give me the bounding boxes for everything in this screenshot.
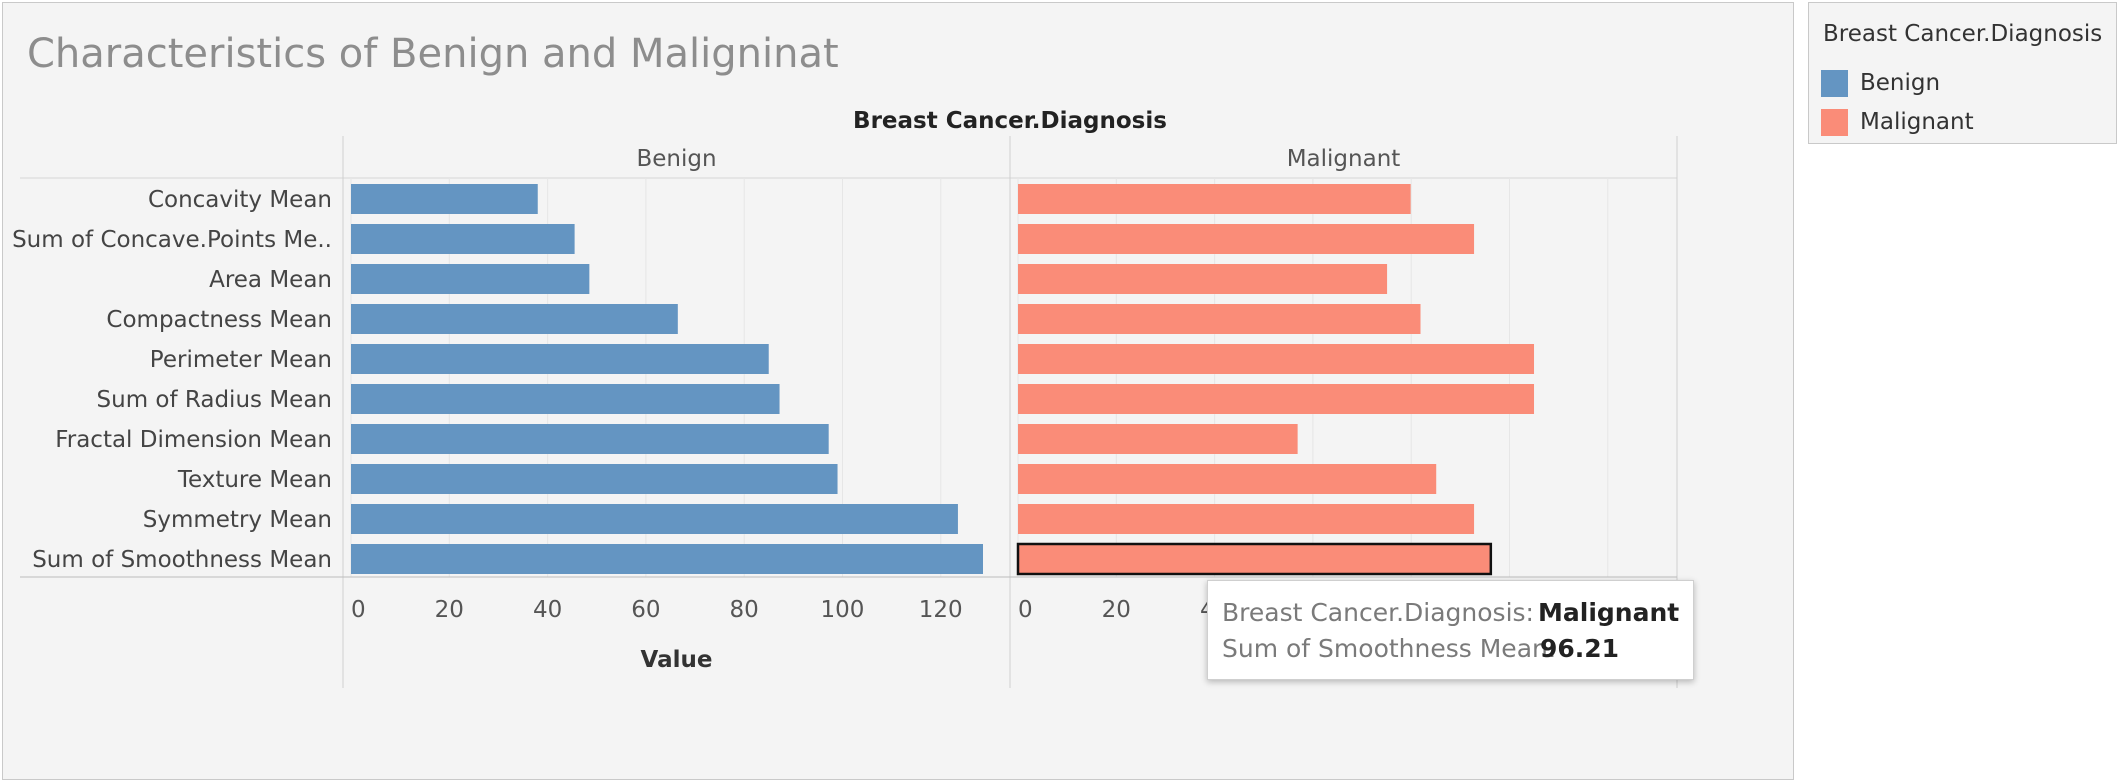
bar-malignant-8: [1018, 464, 1437, 494]
legend-title: Breast Cancer.Diagnosis: [1823, 21, 2103, 47]
pane-header-malignant: Malignant: [1287, 146, 1401, 172]
x-tick-label-malignant-0: 0: [1018, 597, 1033, 623]
x-tick-label-benign-20: 20: [435, 597, 464, 623]
bar-benign-10: [351, 544, 983, 574]
category-label-5: Perimeter Mean: [150, 347, 332, 373]
tooltip: Breast Cancer.Diagnosis: Malignant Sum o…: [1207, 580, 1694, 680]
bar-chart: Breast Cancer.Diagnosis Benign 0 20 40 60 80 10…: [12, 108, 1678, 688]
bar-benign-5: [351, 344, 769, 374]
legend-swatch-malignant: [1821, 109, 1848, 136]
legend-swatch-benign: [1821, 70, 1848, 97]
tooltip-row-measure: Sum of Smoothness Mean: 96.21: [1222, 634, 1619, 663]
bar-benign-8: [351, 464, 838, 494]
category-label-4: Compactness Mean: [106, 307, 332, 333]
x-tick-label-malignant-20: 20: [1102, 597, 1131, 623]
tooltip-key-diagnosis: Breast Cancer.Diagnosis:: [1222, 598, 1534, 627]
x-tick-label-benign-60: 60: [631, 597, 660, 623]
bar-malignant-9: [1018, 504, 1475, 534]
bar-malignant-3: [1018, 264, 1388, 294]
bar-malignant-4: [1018, 304, 1421, 334]
x-tick-label-benign-0: 0: [351, 597, 366, 623]
bar-malignant-7: [1018, 424, 1298, 454]
legend-label-malignant: Malignant: [1860, 109, 1974, 135]
category-label-3: Area Mean: [209, 267, 332, 293]
x-tick-label-benign-40: 40: [533, 597, 562, 623]
category-label-9: Symmetry Mean: [143, 507, 332, 533]
bar-malignant-10: [1016, 542, 1493, 576]
x-tick-label-benign-80: 80: [730, 597, 759, 623]
tooltip-row-diagnosis: Breast Cancer.Diagnosis: Malignant: [1222, 598, 1679, 627]
bar-benign-2: [351, 224, 575, 254]
bar-malignant-5: [1018, 344, 1535, 374]
tooltip-value-measure: 96.21: [1540, 634, 1620, 663]
bar-benign-7: [351, 424, 829, 454]
chart-title: Characteristics of Benign and Maligninat: [27, 31, 839, 77]
category-label-10: Sum of Smoothness Mean: [32, 547, 332, 573]
bar-benign-9: [351, 504, 958, 534]
x-tick-label-benign-120: 120: [919, 597, 963, 623]
legend-label-benign: Benign: [1860, 70, 1941, 96]
category-label-8: Texture Mean: [177, 467, 332, 493]
category-label-7: Fractal Dimension Mean: [55, 427, 332, 453]
tooltip-value-diagnosis: Malignant: [1538, 598, 1680, 627]
legend-item-benign[interactable]: Benign: [1815, 68, 2105, 98]
x-axis-title: Value: [641, 647, 713, 673]
bar-benign-4: [351, 304, 678, 334]
bar-malignant-2: [1018, 224, 1475, 254]
legend-panel: Breast Cancer.Diagnosis Benign Malignant: [1808, 2, 2117, 144]
category-label-6: Sum of Radius Mean: [97, 387, 332, 413]
legend-item-malignant[interactable]: Malignant: [1815, 107, 2105, 137]
bar-benign-1: [351, 184, 538, 214]
bar-malignant-6: [1018, 384, 1535, 414]
pane-header-benign: Benign: [636, 146, 716, 172]
category-label-2: Sum of Concave.Points Me..: [12, 227, 332, 253]
x-tick-label-benign-100: 100: [820, 597, 864, 623]
bar-benign-6: [351, 384, 780, 414]
category-label-1: Concavity Mean: [148, 187, 332, 213]
bar-malignant-1: [1018, 184, 1411, 214]
tooltip-key-measure: Sum of Smoothness Mean:: [1222, 634, 1557, 663]
column-header: Breast Cancer.Diagnosis: [853, 108, 1167, 134]
bar-benign-3: [351, 264, 590, 294]
